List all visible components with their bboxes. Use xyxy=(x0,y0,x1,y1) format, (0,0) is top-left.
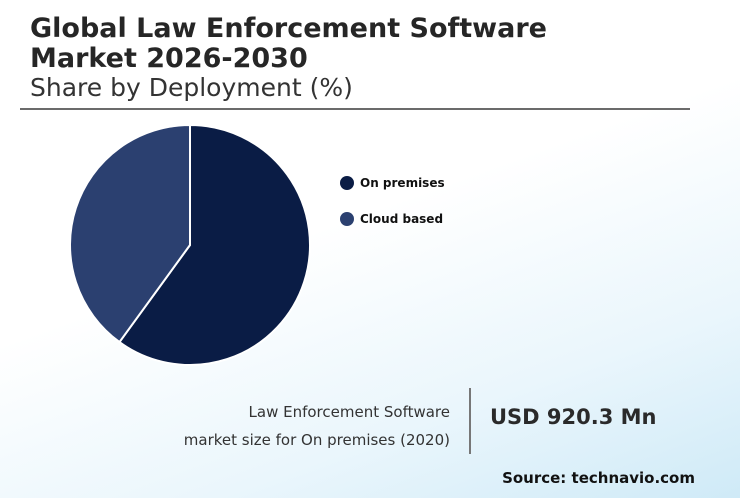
market-size-value: USD 920.3 Mn xyxy=(490,405,657,429)
pie-chart xyxy=(69,123,311,366)
stat-divider xyxy=(469,388,471,454)
pie-slice-cloud-based xyxy=(69,123,191,344)
market-size-label-line1: Law Enforcement Software xyxy=(248,403,450,421)
legend-swatch-cloud-based xyxy=(340,212,354,226)
market-size-label-line2: market size for On premises (2020) xyxy=(183,431,450,449)
legend-label-cloud-based: Cloud based xyxy=(360,212,444,226)
legend-label-on-premises: On premises xyxy=(360,176,445,190)
chart-title: Global Law Enforcement Software Market 2… xyxy=(30,13,547,74)
legend-item-on-premises: On premises xyxy=(340,172,445,194)
legend-item-cloud-based: Cloud based xyxy=(340,208,445,230)
legend-swatch-on-premises xyxy=(340,176,354,190)
legend: On premises Cloud based xyxy=(340,172,445,244)
source-credit: Source: technavio.com xyxy=(502,469,695,487)
header-divider xyxy=(20,108,690,110)
chart-subtitle: Share by Deployment (%) xyxy=(30,73,353,102)
pie-slice-on-premises xyxy=(118,123,311,366)
market-size-label: Law Enforcement Software market size for… xyxy=(184,398,450,454)
